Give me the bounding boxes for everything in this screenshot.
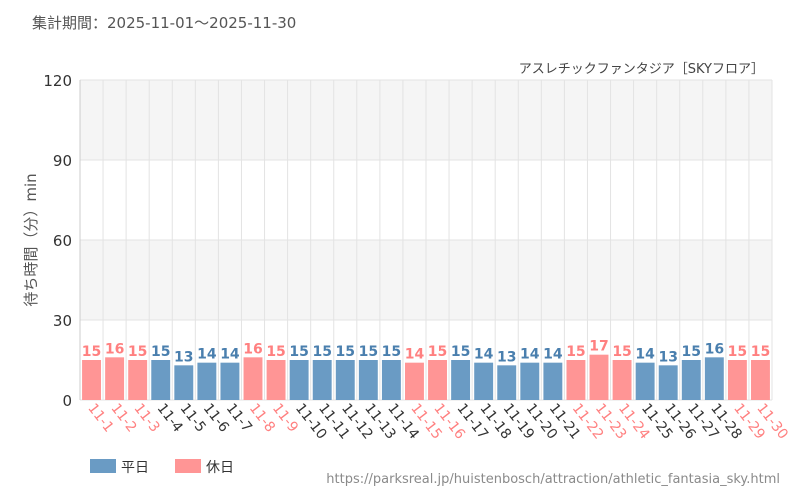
bar <box>358 360 378 400</box>
bar-value-label: 16 <box>243 341 262 357</box>
y-tick-label: 30 <box>53 312 72 330</box>
bar-value-label: 14 <box>635 347 655 363</box>
bar-value-label: 14 <box>405 347 425 363</box>
bar <box>474 362 494 400</box>
x-tick-label: 11-1 <box>84 401 116 436</box>
bar-value-label: 14 <box>474 347 494 363</box>
bar-value-label: 15 <box>382 344 401 360</box>
bar <box>243 357 263 400</box>
bar-value-label: 14 <box>520 347 540 363</box>
x-tick-label: 11-2 <box>107 401 139 436</box>
period-label: 集計期間：2025-11-01～2025-11-30 <box>32 14 297 32</box>
bar-value-label: 13 <box>174 349 193 365</box>
bar <box>151 360 171 400</box>
bar-value-label: 15 <box>336 344 355 360</box>
bar <box>612 360 632 400</box>
bar <box>128 360 148 400</box>
bar <box>335 360 355 400</box>
bar <box>704 357 724 400</box>
bar <box>543 362 563 400</box>
bar <box>428 360 447 400</box>
bar-value-label: 15 <box>82 344 101 360</box>
bar <box>197 362 217 400</box>
bar-value-label: 13 <box>658 349 677 365</box>
bar-value-label: 15 <box>151 344 170 360</box>
x-tick-label: 11-5 <box>177 401 209 436</box>
bar <box>658 365 678 400</box>
bar <box>312 360 332 400</box>
y-axis-label: 待ち時間（分）min <box>22 173 40 306</box>
y-tick-label: 90 <box>53 152 72 170</box>
bar <box>520 362 540 400</box>
bar <box>174 365 194 400</box>
bar-value-label: 15 <box>266 344 285 360</box>
bar-value-label: 15 <box>359 344 378 360</box>
bar <box>497 365 517 400</box>
bar-value-label: 17 <box>589 339 608 355</box>
bar-value-label: 15 <box>428 344 447 360</box>
legend-swatch-weekday <box>90 459 116 473</box>
bar <box>105 357 125 400</box>
bar <box>381 360 401 400</box>
bar <box>727 360 747 400</box>
bar <box>751 360 770 400</box>
chart-title: アスレチックファンタジア［SKYフロア］ <box>519 62 764 77</box>
bar <box>635 362 655 400</box>
legend-label-weekday: 平日 <box>121 460 149 476</box>
bar-value-label: 14 <box>220 347 240 363</box>
legend-label-holiday: 休日 <box>206 460 234 476</box>
x-tick-label: 11-8 <box>246 401 278 436</box>
bar <box>82 360 101 400</box>
y-tick-label: 60 <box>53 232 72 250</box>
bar <box>220 362 240 400</box>
bar-value-label: 15 <box>312 344 331 360</box>
bar <box>566 360 586 400</box>
bar <box>589 354 609 400</box>
bar-value-label: 16 <box>705 341 724 357</box>
bar-value-label: 15 <box>682 344 701 360</box>
y-tick-label: 120 <box>43 72 72 90</box>
bar <box>451 360 471 400</box>
bar-value-label: 14 <box>543 347 563 363</box>
y-tick-label: 0 <box>62 392 72 410</box>
bar-value-label: 15 <box>128 344 147 360</box>
bar-value-label: 15 <box>751 344 770 360</box>
x-tick-label: 11-9 <box>269 401 301 436</box>
bar-value-label: 14 <box>197 347 217 363</box>
bar-value-label: 15 <box>612 344 631 360</box>
bar <box>289 360 309 400</box>
bar <box>266 360 286 400</box>
x-tick-label: 11-3 <box>131 401 163 436</box>
bar-value-label: 15 <box>289 344 308 360</box>
bar-value-label: 15 <box>451 344 470 360</box>
bar-value-label: 16 <box>105 341 124 357</box>
x-tick-label: 11-7 <box>223 401 255 436</box>
bar-value-label: 13 <box>497 349 516 365</box>
bar <box>405 362 424 400</box>
legend-swatch-holiday <box>175 459 201 473</box>
bar-value-label: 15 <box>566 344 585 360</box>
source-url: https://parksreal.jp/huistenbosch/attrac… <box>326 472 780 487</box>
bar-value-label: 15 <box>728 344 747 360</box>
bar <box>681 360 701 400</box>
